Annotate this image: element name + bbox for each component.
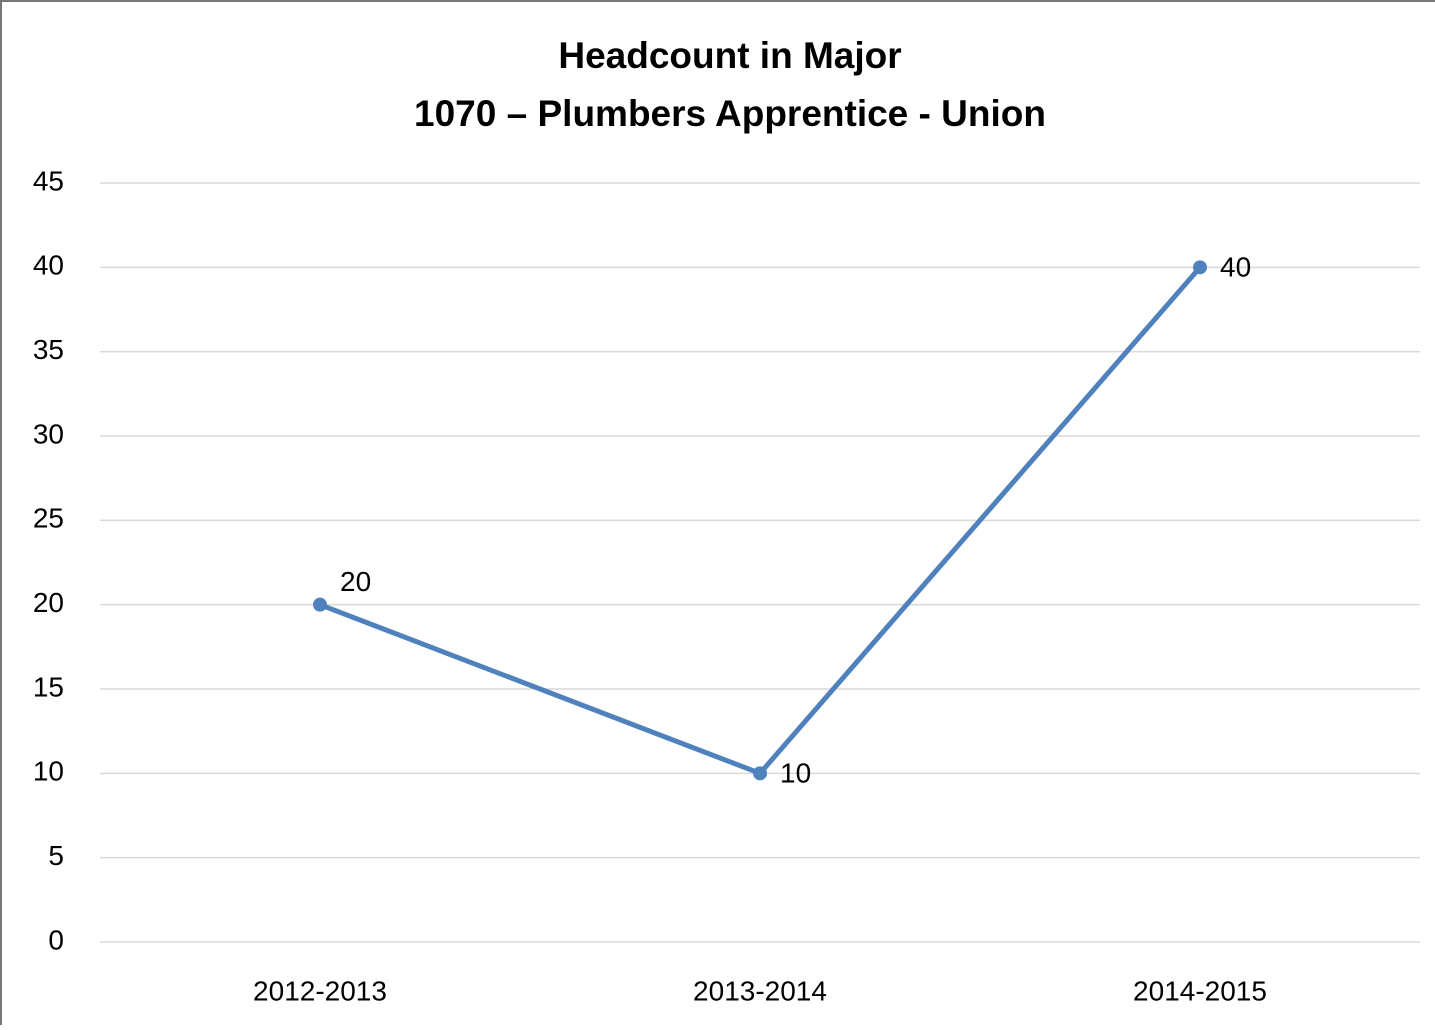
point [753, 766, 767, 781]
y-tick-label: 10 [33, 756, 64, 787]
data-label: 20 [340, 566, 371, 597]
y-tick-label: 30 [33, 418, 64, 449]
chart-title: Headcount in Major [558, 35, 901, 76]
y-tick-label: 40 [33, 250, 64, 281]
point [313, 597, 327, 612]
x-tick-label: 2013-2014 [693, 975, 827, 1006]
y-tick-label: 0 [48, 924, 64, 955]
data-label: 10 [780, 758, 811, 789]
y-tick-label: 35 [33, 334, 64, 365]
y-tick-label: 45 [33, 165, 64, 196]
y-tick-label: 20 [33, 587, 64, 618]
x-tick-label: 2014-2015 [1133, 975, 1267, 1006]
point [1193, 260, 1207, 275]
x-tick-label: 2012-2013 [253, 975, 387, 1006]
y-tick-label: 25 [33, 503, 64, 534]
data-label: 40 [1220, 252, 1251, 283]
y-tick-label: 15 [33, 671, 64, 702]
y-tick-label: 5 [48, 840, 64, 871]
chart-title: 1070 – Plumbers Apprentice - Union [414, 93, 1046, 134]
